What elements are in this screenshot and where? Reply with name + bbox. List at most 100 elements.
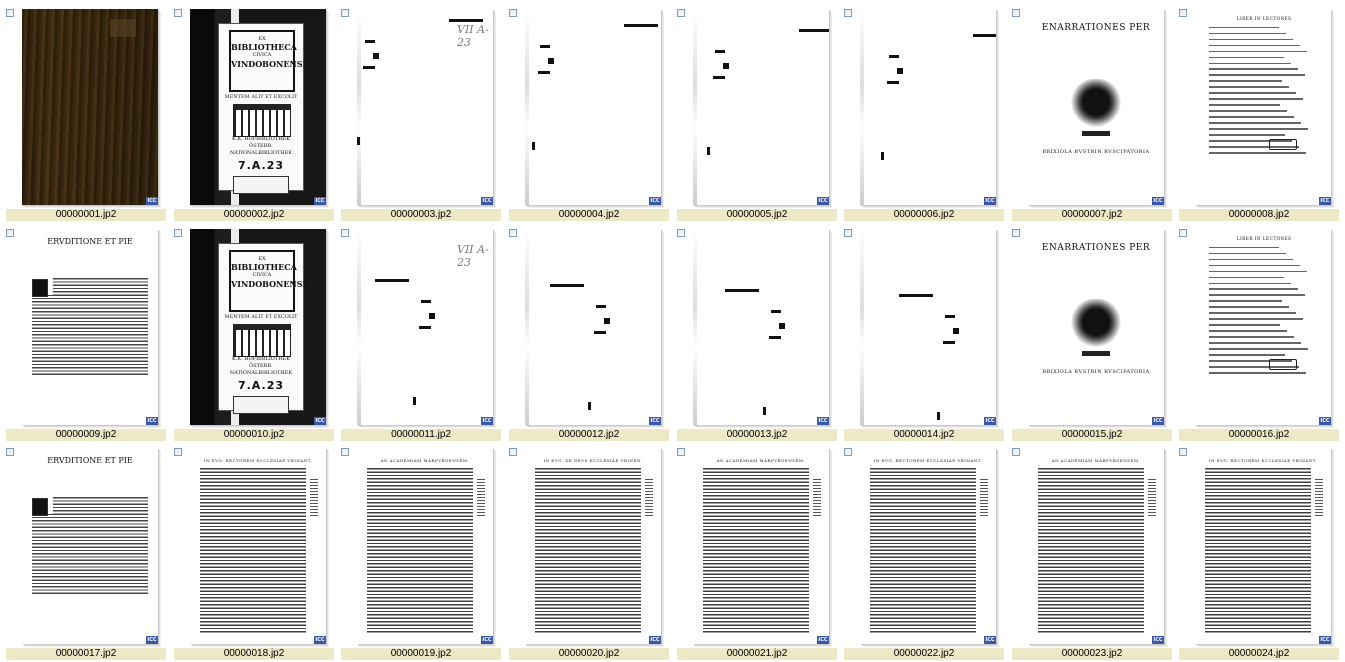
thumbnail-frame[interactable]: LIBER IN LECTORES ICC — [1195, 229, 1331, 425]
thumbnail-item[interactable]: ICC 00000012.jp2 — [509, 229, 671, 441]
preface-page-image[interactable]: ERVDITIONE ET PIE — [22, 229, 158, 425]
thumbnail-frame[interactable]: LIBER IN LECTORES ICC — [1195, 9, 1331, 205]
thumbnail-item[interactable]: ICC 00000013.jp2 — [677, 229, 839, 441]
select-checkbox[interactable] — [677, 229, 685, 237]
thumbnail-frame[interactable]: EX BIBLIOTHECA CIVICA VINDOBONENSI MENTEM AL… — [190, 229, 326, 425]
thumbnail-frame[interactable]: ICC — [693, 229, 829, 425]
select-checkbox[interactable] — [1179, 448, 1187, 456]
filename-label[interactable]: 00000017.jp2 — [6, 648, 166, 660]
blank-leaf-image[interactable] — [693, 9, 829, 205]
text-page-image[interactable]: IN EVG. RECTOREM ECCLESIAE VRINANT. — [1195, 448, 1331, 644]
thumbnail-frame[interactable]: ENARRATIONES PER BRIXIOLA BVSTRIN RVSCIPA… — [1028, 9, 1164, 205]
thumbnail-frame[interactable]: EX BIBLIOTHECA CIVICA VINDOBONENSI MENTEM AL… — [190, 9, 326, 205]
thumbnail-frame[interactable]: IN EVG. RECTOREM ECCLESIAE VRINANT. ICC — [190, 448, 326, 644]
select-checkbox[interactable] — [174, 448, 182, 456]
select-checkbox[interactable] — [509, 229, 517, 237]
select-checkbox[interactable] — [1012, 448, 1020, 456]
filename-label[interactable]: 00000013.jp2 — [677, 429, 837, 441]
filename-label[interactable]: 00000008.jp2 — [1179, 209, 1339, 221]
thumbnail-item[interactable]: AD ACADEMIAM MARPVRGENSEM. ICC 00000021.jp… — [677, 448, 839, 660]
thumbnail-item[interactable]: LIBER IN LECTORES ICC 00000016.jp2 — [1179, 229, 1341, 441]
text-page-image[interactable]: IN EVG. RECTOREM ECCLESIAE VRINANT. — [860, 448, 996, 644]
blank-leaf-image[interactable] — [525, 229, 661, 425]
filename-label[interactable]: 00000001.jp2 — [6, 209, 166, 221]
blank-leaf-image[interactable] — [860, 9, 996, 205]
select-checkbox[interactable] — [844, 229, 852, 237]
thumbnail-item[interactable]: ENARRATIONES PER BRIXIOLA BVSTRIN RVSCIPA… — [1012, 229, 1174, 441]
blank-leaf-image[interactable] — [525, 9, 661, 205]
thumbnail-frame[interactable]: IN EVG. RECTOREM ECCLESIAE VRINANT. ICC — [860, 448, 996, 644]
verse-page-image[interactable]: LIBER IN LECTORES — [1195, 229, 1331, 425]
filename-label[interactable]: 00000021.jp2 — [677, 648, 837, 660]
select-checkbox[interactable] — [509, 9, 517, 17]
thumbnail-frame[interactable]: ERVDITIONE ET PIE ICC — [22, 229, 158, 425]
filename-label[interactable]: 00000009.jp2 — [6, 429, 166, 441]
thumbnail-frame[interactable]: AD ACADEMIAM MARPVRGENSEM. ICC — [693, 448, 829, 644]
select-checkbox[interactable] — [844, 9, 852, 17]
thumbnail-item[interactable]: ICC 00000005.jp2 — [677, 9, 839, 221]
select-checkbox[interactable] — [341, 229, 349, 237]
thumbnail-frame[interactable]: ICC — [860, 229, 996, 425]
cover-image[interactable] — [22, 9, 158, 205]
thumbnail-frame[interactable]: VII A-23 ICC — [357, 229, 493, 425]
thumbnail-item[interactable]: ICC 00000014.jp2 — [844, 229, 1006, 441]
thumbnail-frame[interactable]: IN EVG. RECTOREM ECCLESIAE VRINANT. ICC — [1195, 448, 1331, 644]
thumbnail-item[interactable]: ICC 00000004.jp2 — [509, 9, 671, 221]
filename-label[interactable]: 00000015.jp2 — [1012, 429, 1172, 441]
filename-label[interactable]: 00000020.jp2 — [509, 648, 669, 660]
filename-label[interactable]: 00000023.jp2 — [1012, 648, 1172, 660]
title-page-image[interactable]: ENARRATIONES PER BRIXIOLA BVSTRIN RVSCIPA… — [1028, 9, 1164, 205]
text-page-image[interactable]: IN EVG. DE DEVS ECCLESIAE VRINEN. — [525, 448, 661, 644]
thumbnail-frame[interactable]: ICC — [693, 9, 829, 205]
text-page-image[interactable]: AD ACADEMIAM MARPVRGENSEM. — [1028, 448, 1164, 644]
select-checkbox[interactable] — [6, 448, 14, 456]
filename-label[interactable]: 00000016.jp2 — [1179, 429, 1339, 441]
thumbnail-frame[interactable]: AD ACADEMIAM MARPVRGENSEM. ICC — [1028, 448, 1164, 644]
select-checkbox[interactable] — [1012, 9, 1020, 17]
select-checkbox[interactable] — [1012, 229, 1020, 237]
thumbnail-item[interactable]: IN EVG. DE DEVS ECCLESIAE VRINEN. ICC 0000… — [509, 448, 671, 660]
blank-leaf-image[interactable] — [860, 229, 996, 425]
bookplate-image[interactable]: EX BIBLIOTHECA CIVICA VINDOBONENSI MENTEM AL… — [190, 9, 326, 205]
filename-label[interactable]: 00000022.jp2 — [844, 648, 1004, 660]
thumbnail-item[interactable]: ERVDITIONE ET PIE ICC 00000017.jp2 — [6, 448, 168, 660]
thumbnail-item[interactable]: AD ACADEMIAM MARPVRGENSEM. ICC 00000019.jp… — [341, 448, 503, 660]
thumbnail-frame[interactable]: ENARRATIONES PER BRIXIOLA BVSTRIN RVSCIPA… — [1028, 229, 1164, 425]
preface-page-image[interactable]: ERVDITIONE ET PIE — [22, 448, 158, 644]
text-page-image[interactable]: AD ACADEMIAM MARPVRGENSEM. — [357, 448, 493, 644]
thumbnail-item[interactable]: ICC 00000001.jp2 — [6, 9, 168, 221]
thumbnail-item[interactable]: IN EVG. RECTOREM ECCLESIAE VRINANT. ICC 00… — [844, 448, 1006, 660]
blank-leaf-image[interactable]: VII A-23 — [357, 229, 493, 425]
filename-label[interactable]: 00000005.jp2 — [677, 209, 837, 221]
filename-label[interactable]: 00000012.jp2 — [509, 429, 669, 441]
select-checkbox[interactable] — [174, 229, 182, 237]
select-checkbox[interactable] — [677, 9, 685, 17]
filename-label[interactable]: 00000011.jp2 — [341, 429, 501, 441]
thumbnail-item[interactable]: IN EVG. RECTOREM ECCLESIAE VRINANT. ICC 00… — [1179, 448, 1341, 660]
select-checkbox[interactable] — [1179, 229, 1187, 237]
text-page-image[interactable]: AD ACADEMIAM MARPVRGENSEM. — [693, 448, 829, 644]
thumbnail-item[interactable]: ENARRATIONES PER BRIXIOLA BVSTRIN RVSCIPA… — [1012, 9, 1174, 221]
filename-label[interactable]: 00000002.jp2 — [174, 209, 334, 221]
filename-label[interactable]: 00000010.jp2 — [174, 429, 334, 441]
thumbnail-item[interactable]: AD ACADEMIAM MARPVRGENSEM. ICC 00000023.jp… — [1012, 448, 1174, 660]
blank-leaf-image[interactable]: VII A-23 — [357, 9, 493, 205]
thumbnail-frame[interactable]: IN EVG. DE DEVS ECCLESIAE VRINEN. ICC — [525, 448, 661, 644]
thumbnail-item[interactable]: IN EVG. RECTOREM ECCLESIAE VRINANT. ICC 00… — [174, 448, 336, 660]
thumbnail-item[interactable]: VII A-23 ICC 00000003.jp2 — [341, 9, 503, 221]
filename-label[interactable]: 00000024.jp2 — [1179, 648, 1339, 660]
thumbnail-frame[interactable]: ERVDITIONE ET PIE ICC — [22, 448, 158, 644]
text-page-image[interactable]: IN EVG. RECTOREM ECCLESIAE VRINANT. — [190, 448, 326, 644]
thumbnail-frame[interactable]: ICC — [22, 9, 158, 205]
thumbnail-frame[interactable]: AD ACADEMIAM MARPVRGENSEM. ICC — [357, 448, 493, 644]
select-checkbox[interactable] — [341, 448, 349, 456]
filename-label[interactable]: 00000004.jp2 — [509, 209, 669, 221]
blank-leaf-image[interactable] — [693, 229, 829, 425]
filename-label[interactable]: 00000019.jp2 — [341, 648, 501, 660]
thumbnail-item[interactable]: VII A-23 ICC 00000011.jp2 — [341, 229, 503, 441]
select-checkbox[interactable] — [1179, 9, 1187, 17]
select-checkbox[interactable] — [677, 448, 685, 456]
thumbnail-item[interactable]: EX BIBLIOTHECA CIVICA VINDOBONENSI MENTEM AL… — [174, 229, 336, 441]
thumbnail-frame[interactable]: ICC — [525, 9, 661, 205]
thumbnail-frame[interactable]: VII A-23 ICC — [357, 9, 493, 205]
